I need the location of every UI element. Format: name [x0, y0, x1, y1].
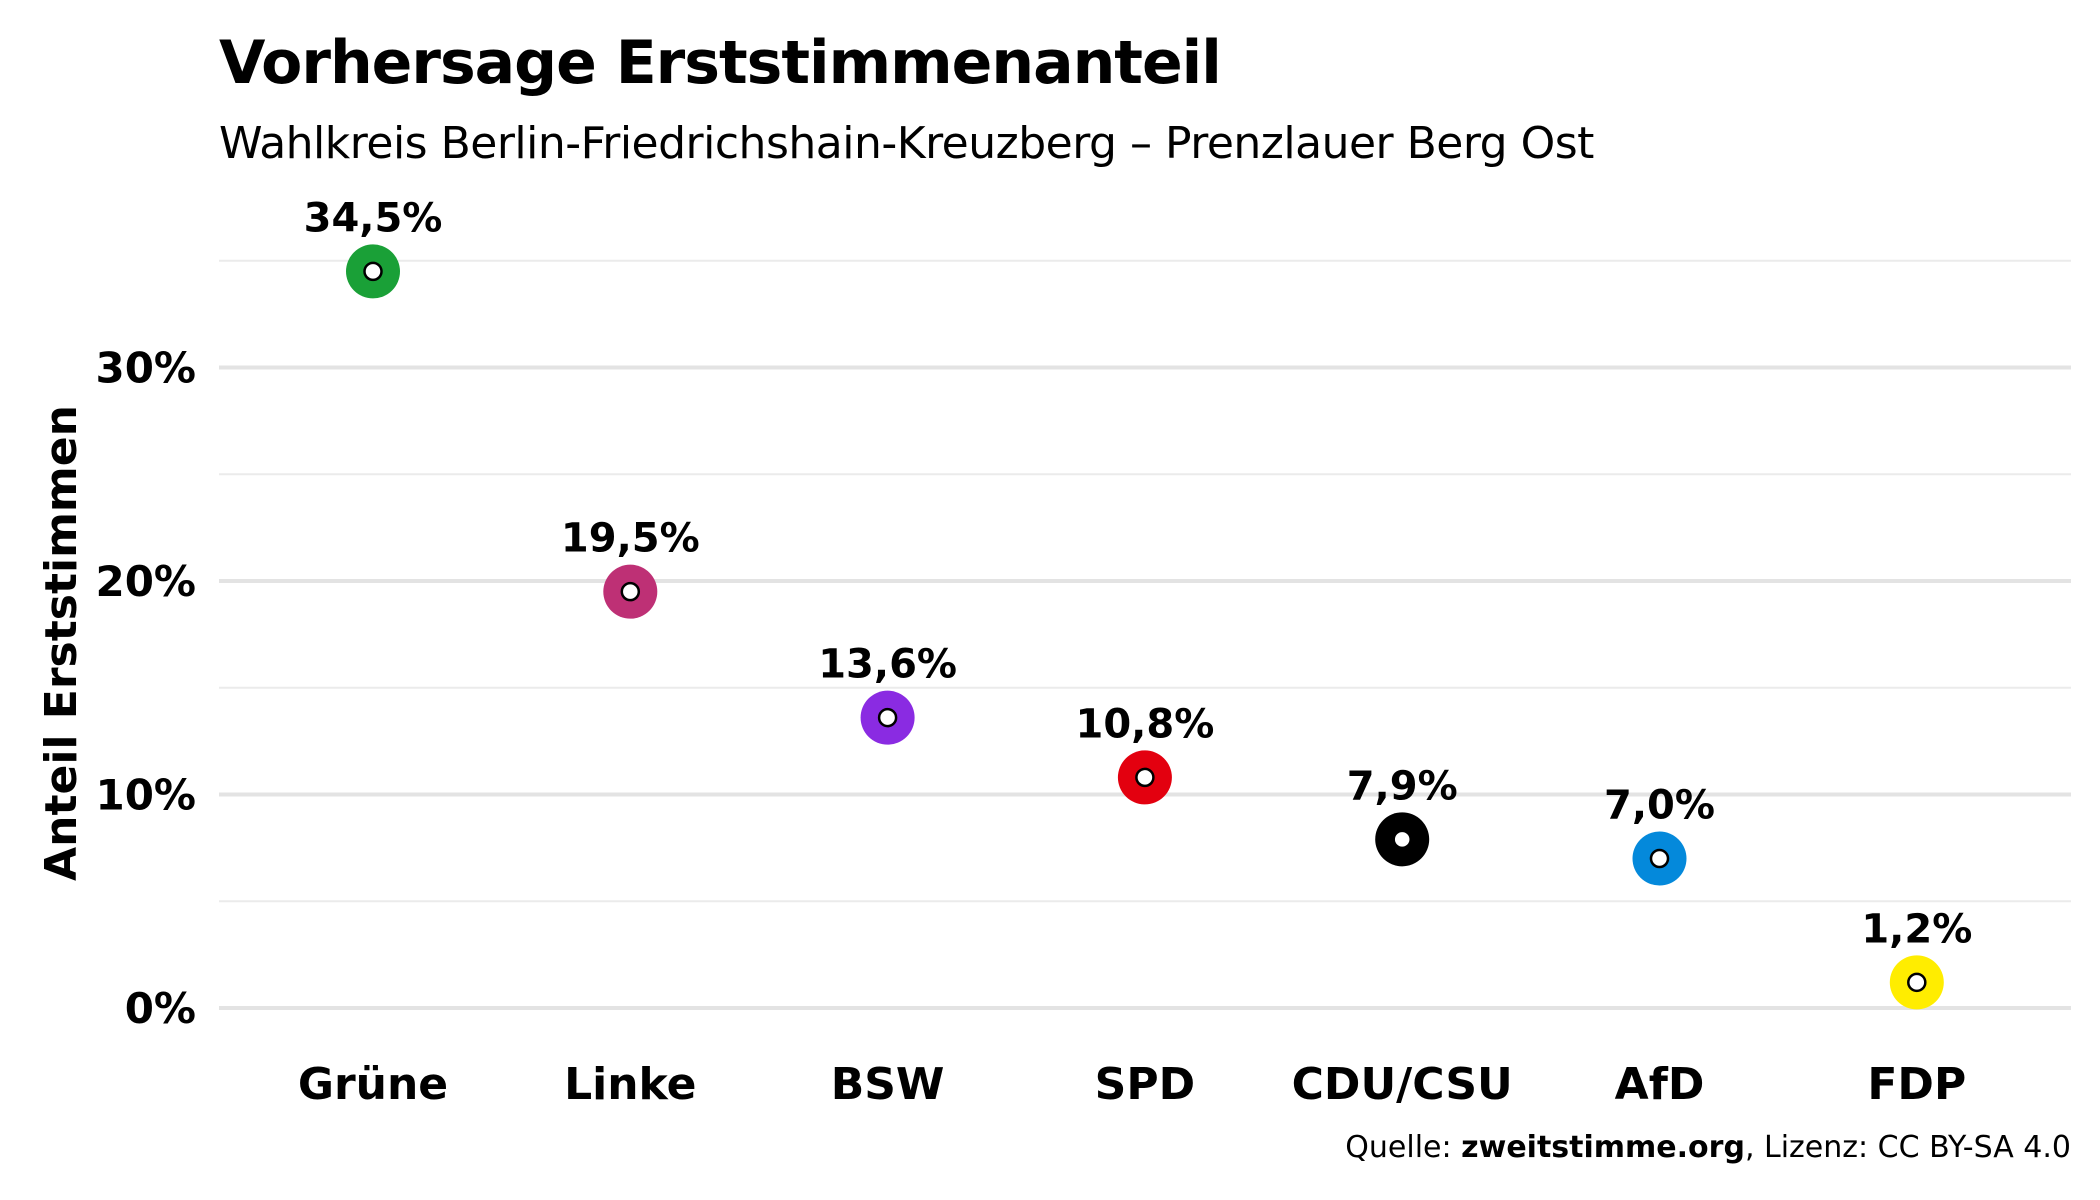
axis-layer: 0% 10% 20% 30% Grüne Linke BSW SPD CDU/CSU AfD FDP: [95, 344, 1966, 1111]
caption-prefix: Quelle:: [1345, 1130, 1462, 1165]
data-point-center: [1135, 767, 1155, 788]
grid-layer: [219, 259, 2071, 1010]
data-label: 34,5%: [304, 195, 443, 241]
data-label: 7,0%: [1604, 783, 1715, 829]
source-caption: Quelle: zweitstimme.org, Lizenz: CC BY-S…: [1345, 1130, 2071, 1165]
marks-layer: 34,5% 19,5% 13,6% 10,8% 7,9% 7,0% 1,2%: [304, 195, 1972, 1010]
y-axis-title: Anteil Erststimmen: [36, 405, 87, 881]
caption-source: zweitstimme.org: [1461, 1130, 1745, 1165]
data-label: 13,6%: [818, 642, 957, 688]
x-tick-label: FDP: [1867, 1059, 1966, 1110]
chart-title: Vorhersage Erststimmenanteil: [219, 28, 1222, 98]
x-tick-label: SPD: [1095, 1059, 1195, 1110]
data-label: 1,2%: [1861, 906, 1972, 952]
data-point-center: [877, 707, 898, 728]
x-tick-label: AfD: [1615, 1059, 1705, 1110]
x-tick-label: CDU/CSU: [1292, 1059, 1513, 1110]
y-tick-label: 0%: [125, 984, 196, 1033]
data-label: 10,8%: [1076, 701, 1215, 747]
caption-suffix: , Lizenz: CC BY-SA 4.0: [1744, 1130, 2071, 1165]
x-tick-label: Linke: [564, 1059, 696, 1110]
x-tick-label: Grüne: [298, 1059, 448, 1110]
y-tick-label: 30%: [95, 344, 196, 393]
y-tick-label: 20%: [95, 557, 196, 606]
x-tick-label: BSW: [831, 1059, 945, 1110]
data-point-center: [1392, 829, 1412, 850]
data-point-center: [363, 261, 383, 282]
data-label: 7,9%: [1347, 763, 1458, 809]
chart-subtitle: Wahlkreis Berlin-Friedrichshain-Kreuzber…: [219, 118, 1594, 169]
data-point-center: [1649, 848, 1670, 869]
data-label: 19,5%: [561, 516, 700, 562]
y-tick-label: 10%: [95, 771, 196, 820]
data-point-center: [620, 581, 641, 602]
data-point-center: [1907, 972, 1927, 993]
